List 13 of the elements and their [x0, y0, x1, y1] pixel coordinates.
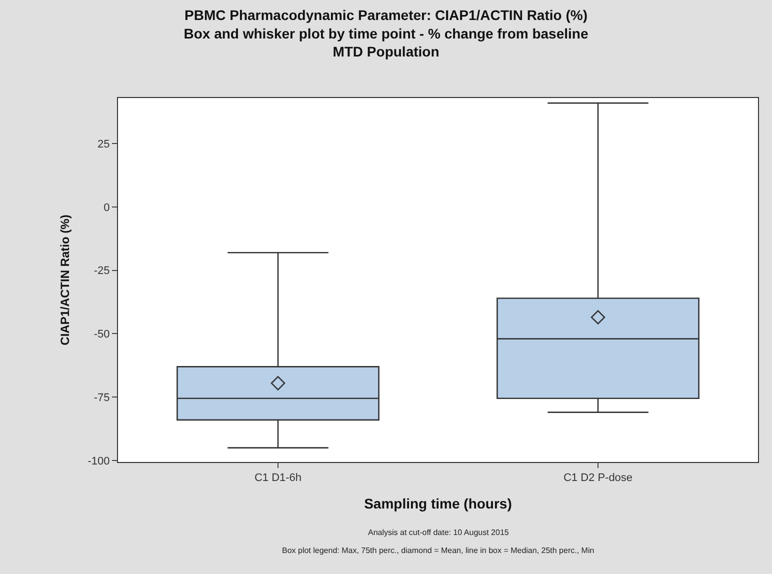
x-axis-title: Sampling time (hours) — [364, 496, 512, 512]
x-tick-label: C1 D2 P-dose — [563, 472, 633, 484]
y-tick-label: -75 — [94, 392, 110, 404]
y-tick-label: 0 — [104, 202, 110, 214]
y-tick-label: 25 — [98, 138, 110, 150]
y-tick-label: -100 — [88, 455, 110, 468]
text: Analysis at cut-off date: 10 August 2015 — [368, 528, 510, 537]
y-tick-label: -50 — [94, 328, 110, 341]
chart-title: PBMC Pharmacodynamic Parameter: CIAP1/ACTIN Ratio (%) Box and whisker plot by time point - % change from baseline MTD Population — [184, 7, 588, 60]
x-tick-label: C1 D1-6h — [254, 472, 302, 484]
text: Box plot legend: Max, 75th perc., diamond = Mean, line in box = Median, 25th perc., Min — [282, 546, 594, 555]
y-tick-label: -25 — [94, 265, 110, 278]
y-axis-title: CIAP1/ACTIN Ratio (%) — [58, 214, 72, 346]
